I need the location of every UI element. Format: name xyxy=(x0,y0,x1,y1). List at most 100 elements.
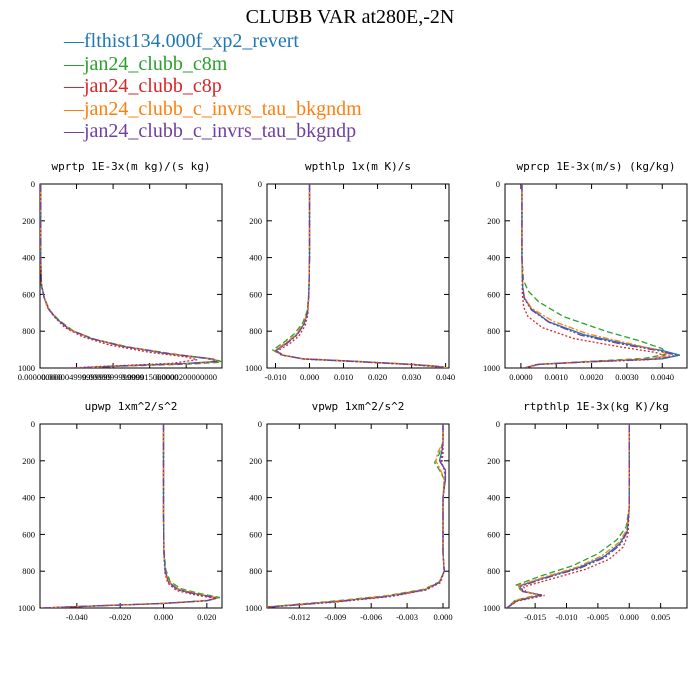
plot-frame xyxy=(504,423,688,609)
x-tick-label: 0.000004999999999 xyxy=(41,372,111,382)
y-tick-label: 600 xyxy=(249,289,262,299)
x-tick-label: 0.020 xyxy=(197,612,216,622)
series-line-xp2_revert xyxy=(521,184,681,368)
panel-title: rtpthlp 1E-3x(kg K)/kg xyxy=(523,400,669,413)
x-tick-label: 0.040 xyxy=(436,372,455,382)
x-tick-label: 0.010 xyxy=(334,372,353,382)
series-line-xp2_revert xyxy=(267,424,447,608)
y-tick-label: 1000 xyxy=(483,363,500,373)
x-tick-label: 0.030 xyxy=(402,372,421,382)
series-line-c8m xyxy=(521,184,667,368)
x-tick-label: -0.020 xyxy=(109,612,131,622)
x-tick-label: -0.003 xyxy=(396,612,418,622)
plot-frame xyxy=(39,183,223,369)
y-tick-label: 1000 xyxy=(18,363,35,373)
panel-4: upwp 1xm^2/s^2 0 200 400 600 800 1000 -0.040 -0.… xyxy=(18,400,223,622)
series-line-bkgndm xyxy=(521,184,672,368)
y-tick-label: 0 xyxy=(258,419,262,429)
series-line-bkgndm xyxy=(267,424,445,608)
y-tick-label: 600 xyxy=(22,529,35,539)
y-tick-label: 800 xyxy=(249,326,262,336)
y-tick-label: 200 xyxy=(487,456,500,466)
legend-label: jan24_clubb_c_invrs_tau_bkgndp xyxy=(84,120,357,142)
y-tick-label: 1000 xyxy=(245,363,262,373)
legend-label: flthist134.000f_xp2_revert xyxy=(84,30,299,52)
y-tick-label: 200 xyxy=(22,216,35,226)
panel-5: vpwp 1xm^2/s^2 0 200 400 600 800 1000 -0.012 -0.… xyxy=(245,400,453,622)
x-tick-label: 0.0000099999999 xyxy=(82,372,144,382)
x-tick-label: -0.040 xyxy=(66,612,88,622)
plot-frame xyxy=(266,183,450,369)
series-line-c8p xyxy=(506,424,630,608)
plot-frame xyxy=(39,423,223,609)
x-tick-label: 0.000 xyxy=(433,612,452,622)
series-line-c8p xyxy=(42,424,216,608)
panel-title: vpwp 1xm^2/s^2 xyxy=(312,400,405,413)
y-tick-label: 800 xyxy=(249,566,262,576)
y-tick-label: 400 xyxy=(487,253,500,263)
x-tick-label: 0.0010 xyxy=(545,372,568,382)
panel-3: wprcp 1E-3x(m/s) (kg/kg) 0 200 400 600 800 100… xyxy=(483,160,688,382)
legend-item-c8m: —jan24_clubb_c8m xyxy=(64,53,362,76)
legend-line-swatch: — xyxy=(64,52,84,75)
series-line-bkgndm xyxy=(273,184,447,368)
series-line-xp2_revert xyxy=(40,184,218,368)
legend-label: jan24_clubb_c_invrs_tau_bkgndm xyxy=(84,97,362,120)
series-line-bkgndp xyxy=(274,184,446,368)
legend-label: jan24_clubb_c8p xyxy=(84,75,222,97)
panel-title: wprcp 1E-3x(m/s) (kg/kg) xyxy=(517,160,676,173)
panel-title: wpthlp 1x(m K)/s xyxy=(305,160,411,173)
series-line-c8m xyxy=(271,184,448,368)
legend-item-c8p: —jan24_clubb_c8p xyxy=(64,75,362,98)
y-tick-label: 800 xyxy=(22,566,35,576)
panel-2: wpthlp 1x(m K)/s 0 200 400 600 800 1000-0.010 0… xyxy=(245,160,455,382)
x-tick-label: -0.010 xyxy=(265,372,287,382)
x-tick-label: 0.0000200000000 xyxy=(155,372,217,382)
y-tick-label: 1000 xyxy=(245,603,262,613)
series-line-c8m xyxy=(506,424,630,608)
y-tick-label: 200 xyxy=(487,216,500,226)
plot-frame xyxy=(504,183,688,369)
y-tick-label: 1000 xyxy=(483,603,500,613)
x-tick-label: 0.005 xyxy=(651,612,670,622)
y-tick-label: 0 xyxy=(496,419,500,429)
y-tick-label: 400 xyxy=(22,493,35,503)
series-line-bkgndp xyxy=(506,424,630,608)
y-tick-label: 800 xyxy=(487,566,500,576)
series-line-c8m xyxy=(267,424,445,608)
y-tick-label: 600 xyxy=(22,289,35,299)
series-line-bkgndm xyxy=(40,184,221,368)
x-tick-label: -0.010 xyxy=(556,612,578,622)
y-tick-label: 0 xyxy=(258,179,262,189)
y-tick-label: 0 xyxy=(496,179,500,189)
legend: —flthist134.000f_xp2_revert —jan24_clubb… xyxy=(64,30,362,143)
series-line-bkgndm xyxy=(42,424,219,608)
x-tick-label: 0.000 xyxy=(300,372,319,382)
y-tick-label: 200 xyxy=(249,456,262,466)
x-tick-label: 0.020 xyxy=(368,372,387,382)
plot-frame xyxy=(266,423,450,609)
legend-item-bkgndm: —jan24_clubb_c_invrs_tau_bkgndm xyxy=(64,98,362,121)
y-tick-label: 400 xyxy=(249,253,262,263)
series-line-c8p xyxy=(521,184,669,368)
y-tick-label: 600 xyxy=(487,529,500,539)
x-tick-label: 0.000 xyxy=(620,612,639,622)
y-tick-label: 600 xyxy=(487,289,500,299)
legend-line-swatch: — xyxy=(64,75,84,97)
x-tick-label: -0.006 xyxy=(360,612,382,622)
x-tick-label: 0.000015000000 xyxy=(121,372,178,382)
panel-1: wprtp 1E-3x(m kg)/(s kg) 0 200 400 600 800 100… xyxy=(18,160,223,382)
series-line-c8p xyxy=(275,184,444,368)
series-line-c8p xyxy=(267,424,447,608)
y-tick-label: 400 xyxy=(22,253,35,263)
y-tick-label: 400 xyxy=(249,493,262,503)
series-line-bkgndp xyxy=(521,184,677,368)
y-tick-label: 0 xyxy=(31,179,35,189)
x-tick-label: -0.015 xyxy=(524,612,546,622)
series-line-xp2_revert xyxy=(274,184,446,368)
x-tick-label: 0.000 xyxy=(154,612,173,622)
series-line-xp2_revert xyxy=(506,424,630,608)
x-tick-label: 0.0020 xyxy=(580,372,603,382)
y-tick-label: 1000 xyxy=(18,603,35,613)
